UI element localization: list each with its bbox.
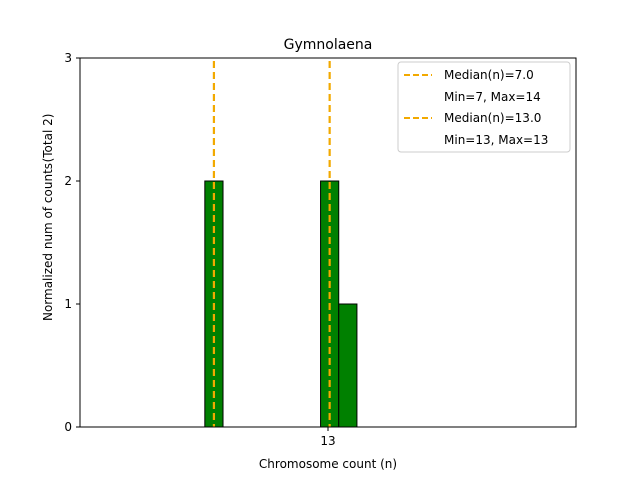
y-tick-label-3: 3: [64, 51, 72, 65]
legend-box: [397, 61, 571, 153]
legend: Median(n)=7.0 Min=7, Max=14 Median(n)=13…: [397, 61, 571, 153]
chart-title: Gymnolaena: [284, 37, 373, 53]
y-tick-label-1: 1: [64, 297, 72, 311]
y-tick-label-2: 2: [64, 174, 72, 188]
y-axis-label: Normalized num of counts: [41, 163, 55, 321]
y-tick-label-0: 0: [64, 420, 72, 434]
x-axis: 13: [320, 427, 336, 448]
legend-median-label-1: Median(n)=7.0: [444, 68, 534, 82]
y-axis-total-label: (Total 2): [41, 114, 55, 163]
legend-range-label-1: Min=7, Max=14: [444, 90, 541, 104]
x-axis-label: Chromosome count (n): [259, 457, 397, 471]
legend-range-label-2: Min=13, Max=13: [444, 133, 548, 147]
bar-2: [338, 303, 358, 428]
medians-group: [212, 61, 331, 427]
x-tick-label-0: 13: [320, 434, 335, 448]
legend-median-label-2: Median(n)=13.0: [444, 111, 541, 125]
y-axis: 0 1 2 3: [64, 51, 80, 434]
